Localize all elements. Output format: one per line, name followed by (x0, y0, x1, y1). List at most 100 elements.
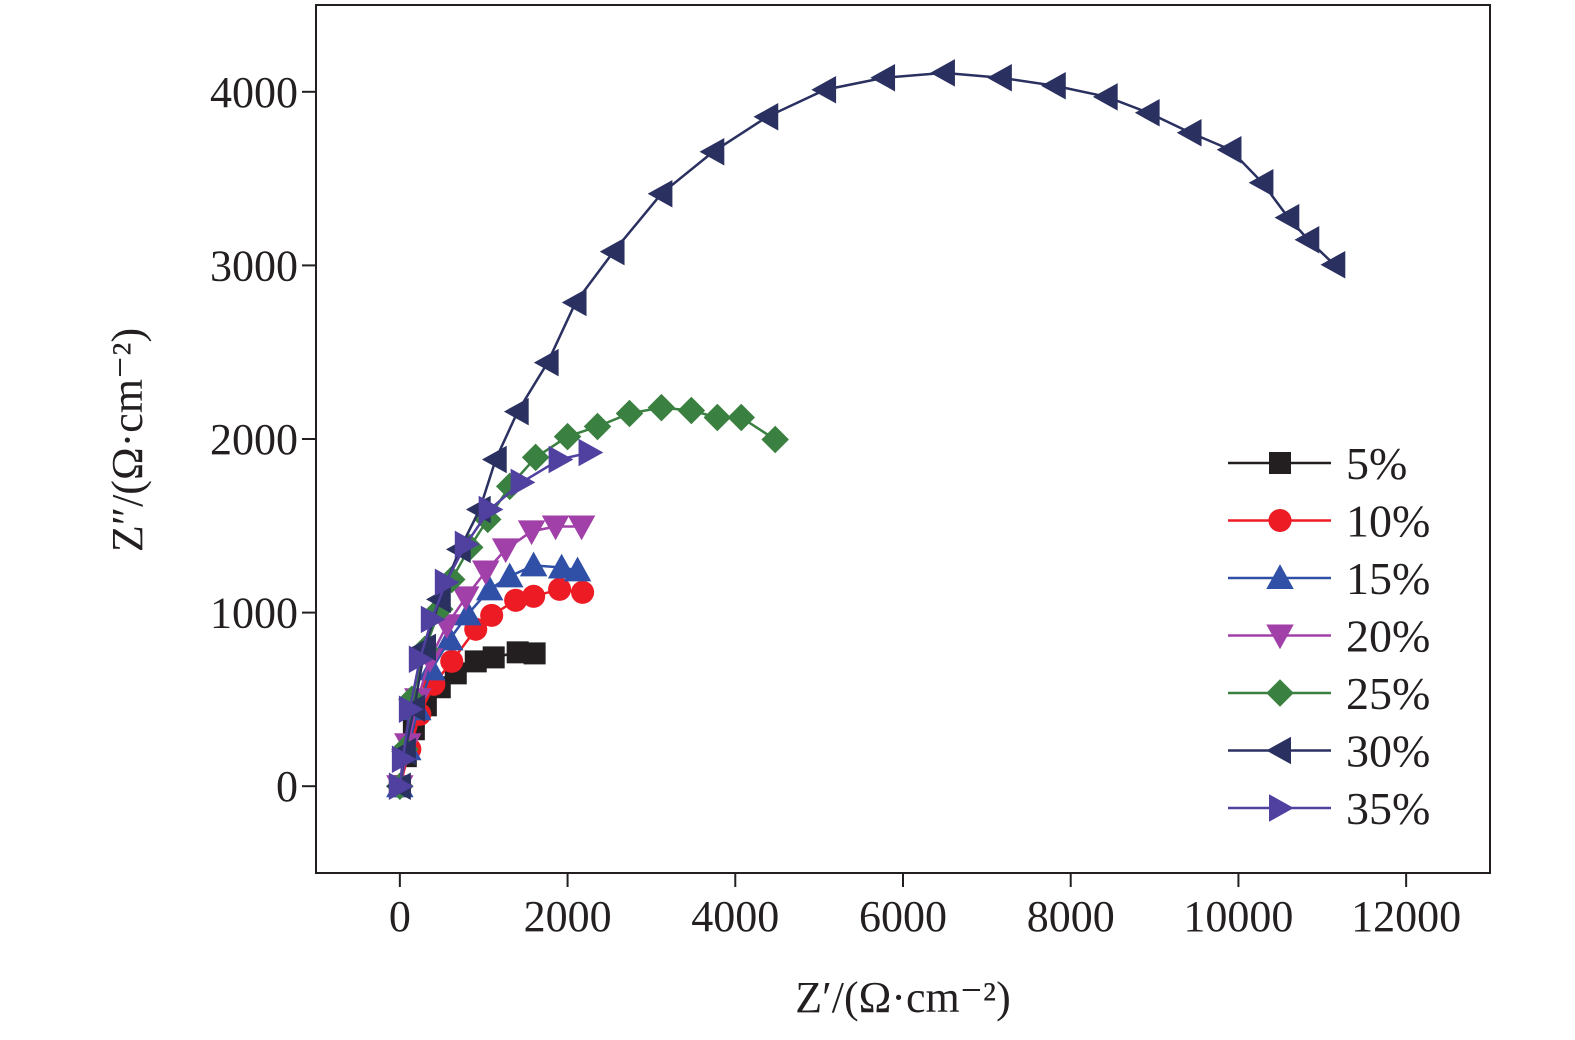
data-point (504, 588, 528, 612)
series-30% (386, 59, 1346, 800)
data-point (699, 137, 725, 166)
data-point (408, 645, 434, 674)
data-point (391, 745, 417, 774)
data-point (703, 403, 732, 432)
data-point (548, 445, 574, 474)
data-point (388, 772, 414, 800)
data-point (454, 530, 480, 559)
data-point (753, 103, 779, 131)
x-tick-label: 12000 (1351, 892, 1461, 941)
data-point (727, 403, 755, 432)
data-point (563, 556, 592, 582)
data-point (480, 603, 504, 627)
series-line (398, 71, 1336, 787)
data-point (1274, 203, 1300, 232)
data-point (420, 605, 446, 634)
legend-label: 15% (1346, 553, 1430, 604)
data-point (1134, 99, 1160, 127)
data-point (398, 695, 424, 724)
data-point (523, 642, 546, 665)
legend-marker (1266, 679, 1294, 707)
legend-marker (1266, 564, 1294, 589)
data-point (583, 412, 612, 441)
data-point (541, 515, 570, 541)
y-axis-label: Z″/(Ω·cm⁻²) (103, 328, 152, 552)
legend-item: 10% (1228, 496, 1430, 547)
legend-label: 20% (1346, 611, 1430, 662)
data-point (553, 422, 582, 451)
data-point (478, 495, 504, 524)
x-tick-label: 4000 (691, 892, 779, 941)
data-point (647, 393, 676, 422)
data-point (495, 472, 524, 501)
data-point (761, 425, 789, 454)
data-point (522, 584, 546, 608)
data-point (533, 348, 559, 377)
x-tick-label: 0 (389, 892, 411, 941)
data-point (615, 399, 644, 428)
data-point (454, 600, 482, 626)
data-point (870, 63, 896, 92)
legend-item: 15% (1228, 553, 1430, 604)
legend-item: 35% (1228, 783, 1430, 834)
data-point (506, 641, 529, 664)
x-tick-label: 6000 (859, 892, 947, 941)
data-point (547, 553, 576, 579)
data-point (1294, 225, 1320, 254)
data-point (1092, 83, 1118, 111)
legend-label: 30% (1346, 726, 1430, 777)
y-tick-label: 0 (276, 762, 298, 811)
data-point (521, 443, 550, 472)
data-point (471, 560, 500, 586)
y-tick-label: 3000 (210, 241, 298, 290)
data-point (1216, 136, 1242, 164)
legend-marker (1266, 624, 1294, 650)
legend-marker (1269, 452, 1291, 474)
data-point (482, 646, 505, 669)
data-point (930, 59, 955, 87)
legend-label: 35% (1346, 783, 1430, 834)
x-axis-label: Z′/(Ω·cm⁻²) (795, 973, 1011, 1022)
data-point (464, 650, 487, 673)
data-point (517, 520, 546, 546)
legend-label: 10% (1346, 496, 1430, 547)
data-point (495, 562, 524, 588)
legend-item: 20% (1228, 611, 1430, 662)
data-point (1320, 250, 1346, 279)
series-35% (388, 438, 604, 800)
series-10% (388, 577, 595, 798)
legend: 5% 10% 15% 20% 25% 30% 35% (1228, 438, 1430, 834)
data-point (436, 625, 464, 651)
data-point (567, 515, 596, 541)
legend-item: 5% (1228, 438, 1407, 489)
plot-frame (315, 4, 1491, 874)
y-tick-label: 2000 (210, 415, 298, 464)
data-point (491, 538, 520, 564)
data-point (519, 551, 548, 577)
data-point (434, 568, 460, 597)
data-point (475, 575, 504, 601)
data-point (561, 288, 587, 317)
data-point (1041, 71, 1066, 100)
data-point (481, 445, 507, 474)
data-point (548, 577, 572, 601)
x-tick-label: 10000 (1183, 892, 1293, 941)
legend-marker (1266, 736, 1291, 765)
legend-marker (1268, 508, 1292, 533)
y-tick-label: 4000 (210, 68, 298, 117)
data-point (599, 237, 625, 266)
legend-marker (1269, 794, 1294, 822)
data-point (578, 438, 604, 467)
data-point (452, 586, 480, 612)
data-point (571, 580, 595, 604)
data-point (440, 649, 464, 673)
legend-label: 25% (1346, 668, 1430, 719)
x-tick-label: 2000 (524, 892, 612, 941)
data-point (987, 63, 1012, 92)
data-point (1248, 169, 1274, 197)
x-tick-label: 8000 (1027, 892, 1115, 941)
data-point (1176, 119, 1202, 147)
legend-item: 25% (1228, 668, 1430, 719)
data-point (811, 75, 837, 104)
